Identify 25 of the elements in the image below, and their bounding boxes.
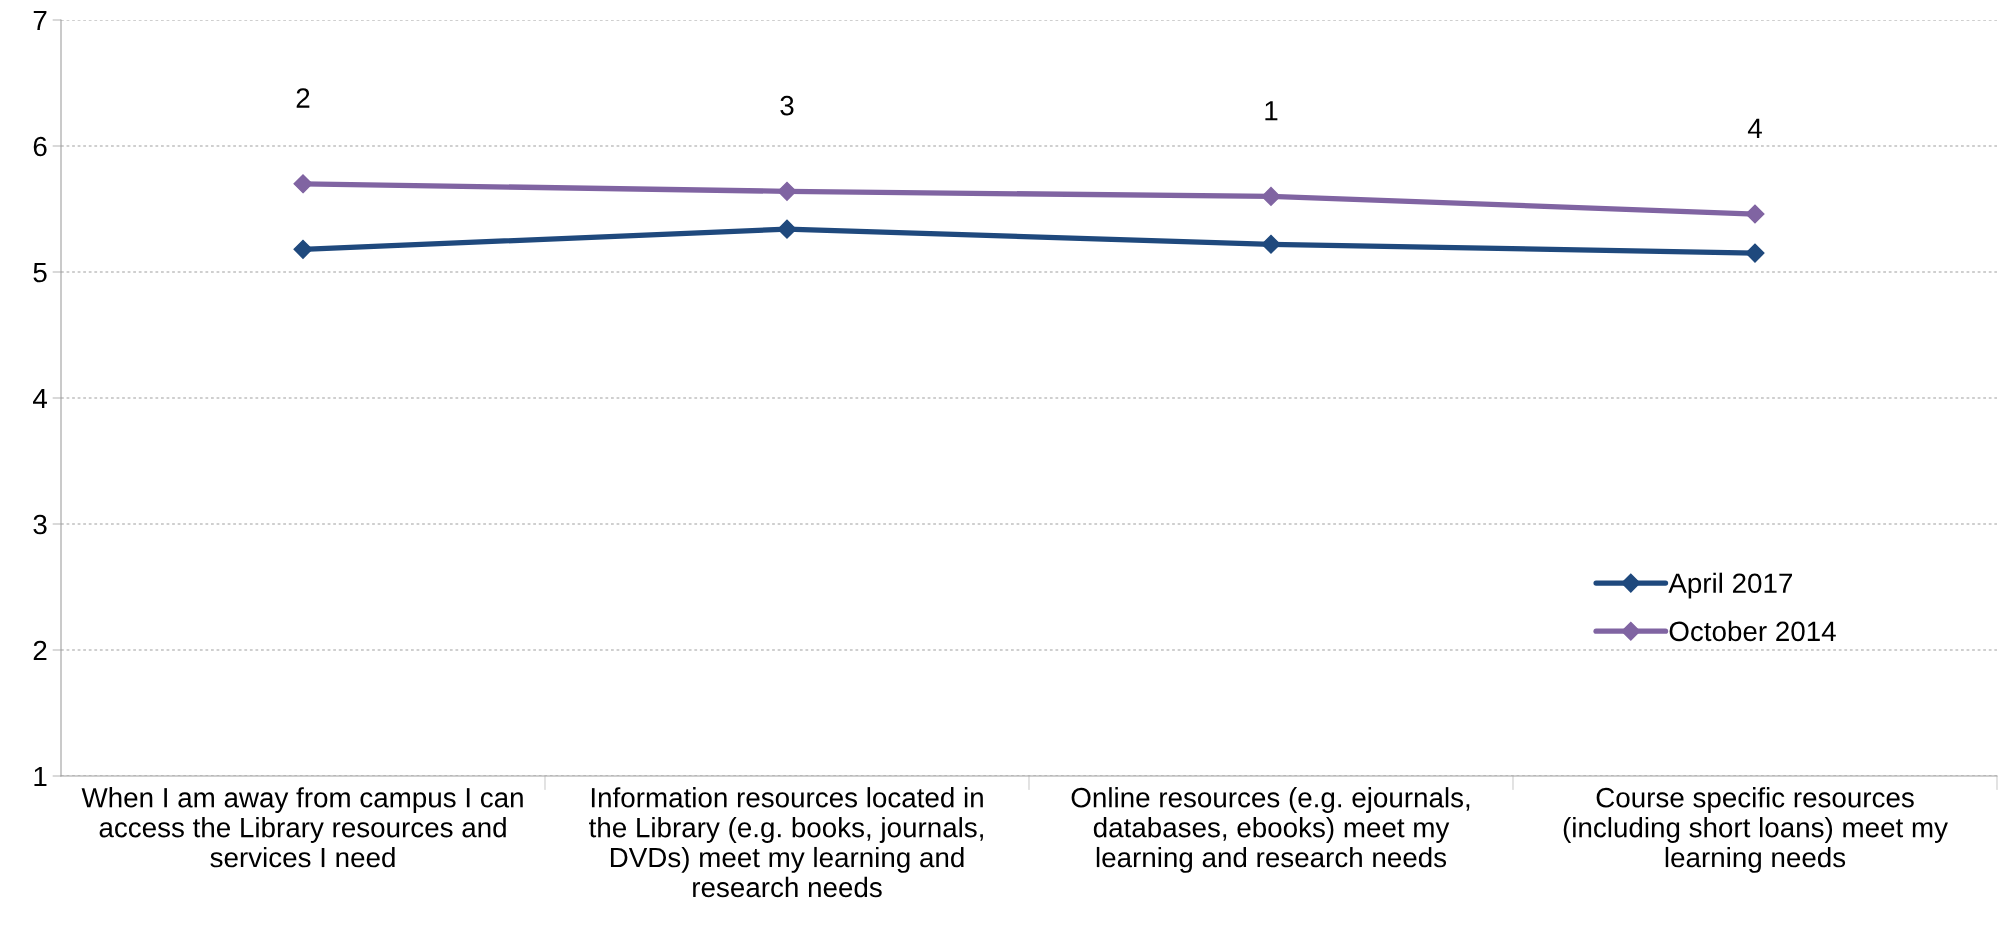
point <box>777 181 797 201</box>
x-tick-label: Information resources located in the Library (e.g. books, journals, DVDs) meet my learning and research needs <box>589 787 983 898</box>
point <box>1261 234 1281 254</box>
x-tick-label: Course specific resources (including short loans) meet my learning needs <box>1563 787 1948 873</box>
y-tick-label: 2 <box>33 640 47 661</box>
annotation: 3 <box>780 95 794 116</box>
y-tick-label: 1 <box>34 766 47 787</box>
annotation: 2 <box>296 88 310 108</box>
point <box>293 239 313 259</box>
y-tick-label: 5 <box>33 262 47 283</box>
x-tick-label: When I am away from campus I can access the Library resources and services I need <box>81 787 523 868</box>
y-tick-label: 6 <box>33 136 47 157</box>
y-tick-label: 4 <box>33 388 47 409</box>
point <box>1261 186 1281 206</box>
y-tick-label: 3 <box>33 514 47 535</box>
x-tick-label: Online resources (e.g. ejournals, databases, ebooks) meet my learning and research needs <box>1071 787 1470 873</box>
legend-label: October 2014 <box>1669 620 1836 642</box>
legend-label: April 2017 <box>1668 572 1792 599</box>
annotation: 1 <box>1265 101 1278 121</box>
annotation: 4 <box>1747 118 1762 138</box>
point <box>1745 243 1765 263</box>
point <box>777 219 797 239</box>
y-tick-label: 7 <box>33 10 47 31</box>
point <box>293 174 313 194</box>
point <box>1745 204 1765 224</box>
